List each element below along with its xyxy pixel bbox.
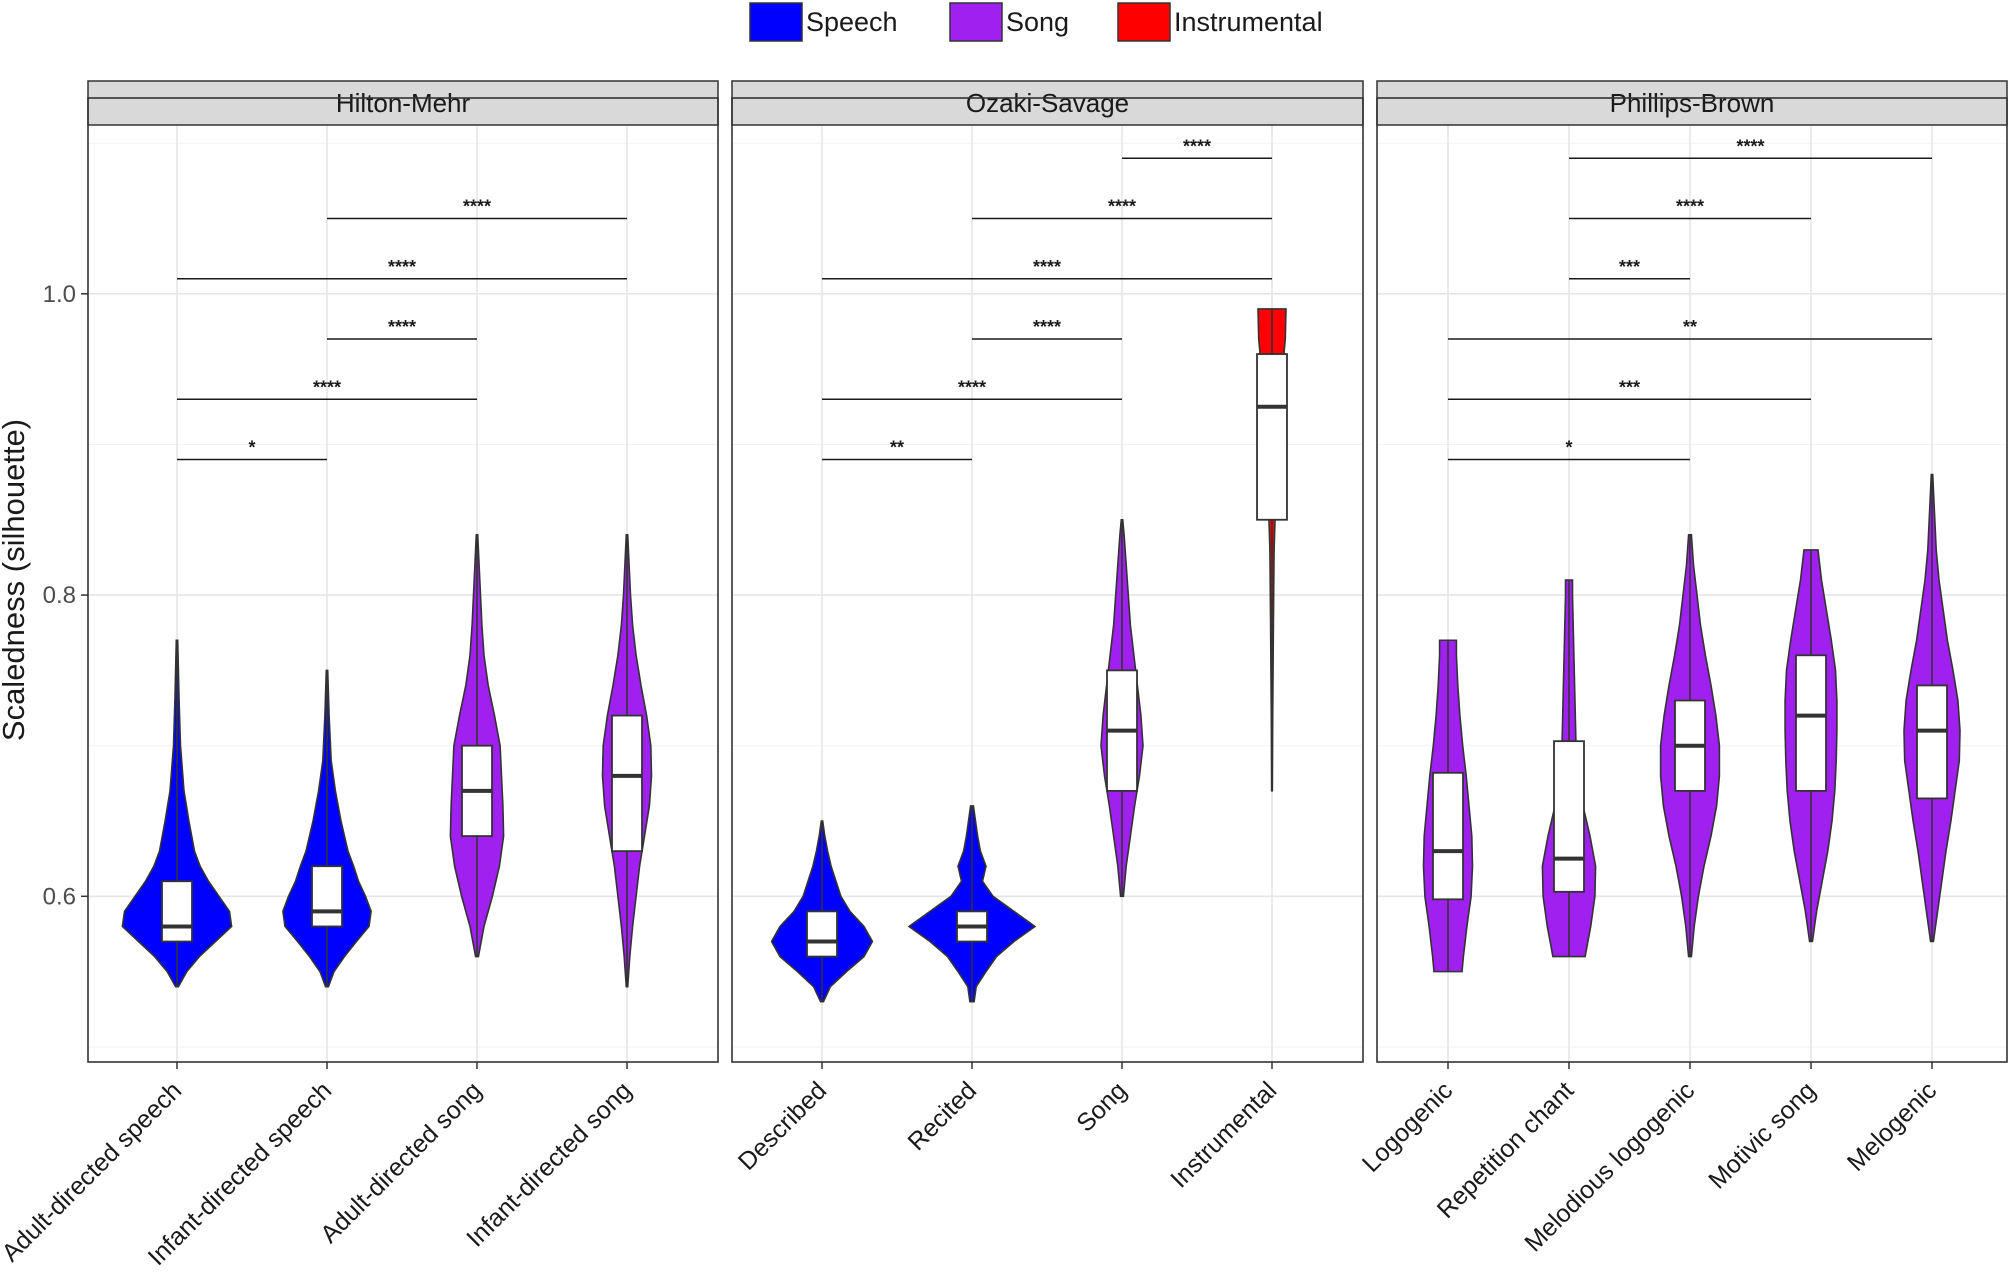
box-adult-directed-speech [161,880,193,943]
significance-label: * [248,438,255,458]
x-tick-label: Adult-directed song [315,1076,487,1248]
box-logogenic [1432,771,1464,901]
panel-strip [731,80,1364,126]
box-instrumental [1256,353,1288,521]
legend-label-speech: Speech [806,7,898,37]
panel-title: Phillips-Brown [1610,88,1775,118]
y-axis-title: Scaledness (silhouette) [0,419,31,741]
x-tick-label: Logogenic [1357,1076,1458,1177]
x-tick-label: Recited [903,1076,983,1156]
box-infant-directed-song [611,714,643,853]
significance-label: ** [890,438,904,458]
significance-label: **** [1108,197,1136,217]
significance-label: **** [1676,197,1704,217]
box-motivic-song [1795,654,1827,792]
box-repetition-chant [1553,740,1585,893]
x-tick-label: Infant-directed song [461,1076,637,1252]
significance-label: **** [1183,136,1211,156]
significance-label: *** [1619,257,1640,277]
significance-label: **** [1736,136,1764,156]
panel-border [731,97,1364,1063]
significance-label: ** [1683,317,1697,337]
significance-label: **** [313,377,341,397]
legend-label-instrumental: Instrumental [1174,7,1323,37]
significance-label: **** [388,317,416,337]
significance-label: **** [463,197,491,217]
legend-label-song: Song [1006,7,1069,37]
significance-label: **** [388,257,416,277]
significance-label: **** [1033,317,1061,337]
panel-title: Ozaki-Savage [966,88,1129,118]
panel-border [1376,97,2008,1063]
significance-label: * [1565,438,1572,458]
y-tick-label: 0.6 [43,883,76,910]
legend-swatch-instrumental [1117,2,1171,42]
significance-label: **** [958,377,986,397]
x-tick-label: Described [733,1076,832,1175]
x-tick-label: Melogenic [1842,1076,1942,1176]
box-infant-directed-speech [311,865,343,928]
significance-label: *** [1619,377,1640,397]
panel-title: Hilton-Mehr [336,88,471,118]
x-tick-label: Instrumental [1165,1076,1282,1193]
y-tick-label: 1.0 [43,281,76,308]
panel-strip [1376,80,2008,126]
significance-label: **** [1033,257,1061,277]
x-tick-label: Song [1071,1076,1132,1137]
y-tick-label: 0.8 [43,582,76,609]
box-melogenic [1916,684,1948,800]
panel-border [87,97,719,1063]
legend-swatch-speech [749,2,803,42]
x-tick-label: Motivic song [1703,1076,1821,1194]
box-described [806,910,838,958]
legend-swatch-song [949,2,1003,42]
